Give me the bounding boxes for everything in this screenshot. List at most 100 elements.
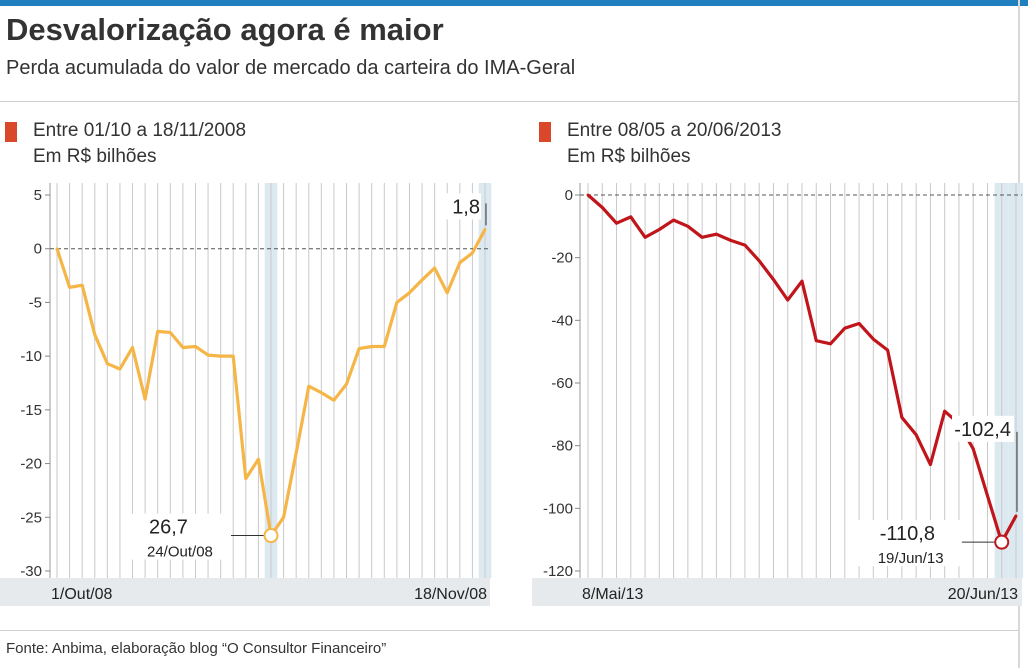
data-point bbox=[168, 331, 172, 334]
data-point bbox=[345, 382, 348, 386]
chart-2: 0 -20 -40 -60 -80 -100 -120 8/Mai/13 20/Jun/13 -1… bbox=[532, 183, 1024, 606]
chart1-marker bbox=[5, 122, 17, 142]
data-point bbox=[672, 218, 675, 222]
data-point bbox=[181, 346, 185, 349]
y-tick-label: -30 bbox=[20, 563, 42, 580]
min-point-marker bbox=[263, 528, 279, 544]
annotation-date: 24/Out/08 bbox=[147, 544, 213, 561]
data-point bbox=[600, 206, 604, 209]
x-end-label: 20/Jun/13 bbox=[948, 586, 1018, 603]
data-point bbox=[382, 345, 386, 348]
y-tick-label: -80 bbox=[551, 438, 573, 455]
y-tick-label: -5 bbox=[29, 294, 42, 311]
y-tick-label: -100 bbox=[543, 500, 573, 517]
chart-1: 5 0 -5 -10 -15 -20 -25 -30 1/Out/08 18/Nov/08 26,7… bbox=[0, 183, 492, 606]
plot-area bbox=[532, 183, 1022, 578]
data-point bbox=[93, 333, 97, 337]
data-point bbox=[319, 391, 323, 395]
data-point bbox=[814, 339, 818, 343]
header-divider bbox=[0, 101, 1018, 102]
data-point bbox=[857, 322, 861, 325]
y-tick-label: -10 bbox=[20, 348, 42, 365]
data-point bbox=[420, 278, 424, 282]
x-axis-band bbox=[0, 578, 490, 606]
data-point bbox=[786, 298, 790, 302]
chart2-unit: Em R$ bilhões bbox=[567, 146, 691, 167]
data-point bbox=[156, 330, 160, 333]
y-tick-label: -20 bbox=[20, 456, 42, 473]
data-point bbox=[629, 215, 633, 219]
data-point bbox=[800, 279, 804, 283]
data-point bbox=[332, 398, 336, 402]
data-point bbox=[395, 301, 399, 304]
data-point bbox=[408, 291, 411, 295]
chart2-header: Entre 08/05 a 20/06/2013 Em R$ bilhões bbox=[539, 118, 782, 170]
data-point bbox=[118, 367, 122, 371]
x-start-label: 1/Out/08 bbox=[51, 586, 112, 603]
chart2-marker bbox=[539, 122, 551, 142]
data-point bbox=[829, 342, 832, 346]
y-tick-label: -15 bbox=[20, 402, 42, 419]
data-point bbox=[433, 266, 437, 270]
data-point bbox=[757, 259, 761, 263]
data-point bbox=[282, 515, 285, 519]
data-point bbox=[357, 347, 361, 351]
data-point bbox=[143, 397, 147, 401]
data-point bbox=[458, 261, 462, 265]
data-point bbox=[80, 283, 84, 287]
y-tick-label: -25 bbox=[20, 509, 42, 526]
data-point bbox=[445, 291, 449, 295]
y-tick-label: 0 bbox=[34, 241, 42, 258]
chart1-period: Entre 01/10 a 18/11/2008 bbox=[33, 120, 247, 141]
data-point bbox=[55, 247, 59, 251]
data-point bbox=[1014, 514, 1018, 518]
y-tick-label: 5 bbox=[34, 187, 42, 204]
plot-area bbox=[0, 183, 490, 578]
data-point bbox=[194, 345, 197, 348]
data-point bbox=[729, 239, 733, 242]
data-point bbox=[914, 433, 918, 437]
data-point bbox=[986, 494, 989, 498]
source-note: Fonte: Anbima, elaboração blog “O Consul… bbox=[6, 640, 387, 657]
annotation-value: -102,4 bbox=[954, 419, 1011, 441]
data-point bbox=[105, 362, 109, 366]
top-accent-bar bbox=[0, 0, 1028, 6]
data-point bbox=[483, 227, 487, 231]
data-point bbox=[743, 243, 747, 247]
data-point bbox=[294, 451, 298, 455]
annotation-value: 26,7 bbox=[149, 517, 188, 539]
y-tick-label: -40 bbox=[551, 312, 573, 329]
callout-box bbox=[853, 520, 962, 567]
data-point bbox=[244, 477, 248, 481]
y-tick-label: 0 bbox=[565, 187, 573, 204]
page-subtitle: Perda acumulada do valor de mercado da c… bbox=[6, 57, 576, 79]
data-point bbox=[307, 384, 311, 388]
chart2-period: Entre 08/05 a 20/06/2013 bbox=[567, 120, 782, 141]
data-point bbox=[471, 251, 474, 255]
x-axis-band bbox=[532, 578, 1022, 606]
data-point bbox=[657, 228, 661, 231]
callout-box bbox=[123, 513, 231, 560]
data-point bbox=[843, 326, 847, 330]
data-point bbox=[871, 337, 875, 341]
data-point bbox=[943, 409, 947, 413]
min-point-marker bbox=[994, 534, 1010, 550]
annotation-date: 19/Jun/13 bbox=[878, 550, 944, 567]
annotation-value: -110,8 bbox=[880, 523, 935, 545]
data-point bbox=[257, 457, 260, 461]
data-point bbox=[231, 354, 235, 358]
data-point bbox=[700, 235, 704, 239]
data-point bbox=[68, 285, 71, 289]
data-point bbox=[886, 348, 889, 352]
annotation-value: 1,8 bbox=[452, 196, 480, 218]
label-bg bbox=[952, 415, 1014, 442]
data-point bbox=[219, 354, 223, 358]
data-point bbox=[131, 346, 134, 349]
data-point bbox=[900, 416, 904, 419]
data-point bbox=[615, 221, 618, 225]
data-point bbox=[715, 232, 718, 236]
chart1-header: Entre 01/10 a 18/11/2008 Em R$ bilhões bbox=[5, 118, 247, 170]
data-point bbox=[971, 447, 975, 451]
footer-divider bbox=[0, 630, 1018, 631]
